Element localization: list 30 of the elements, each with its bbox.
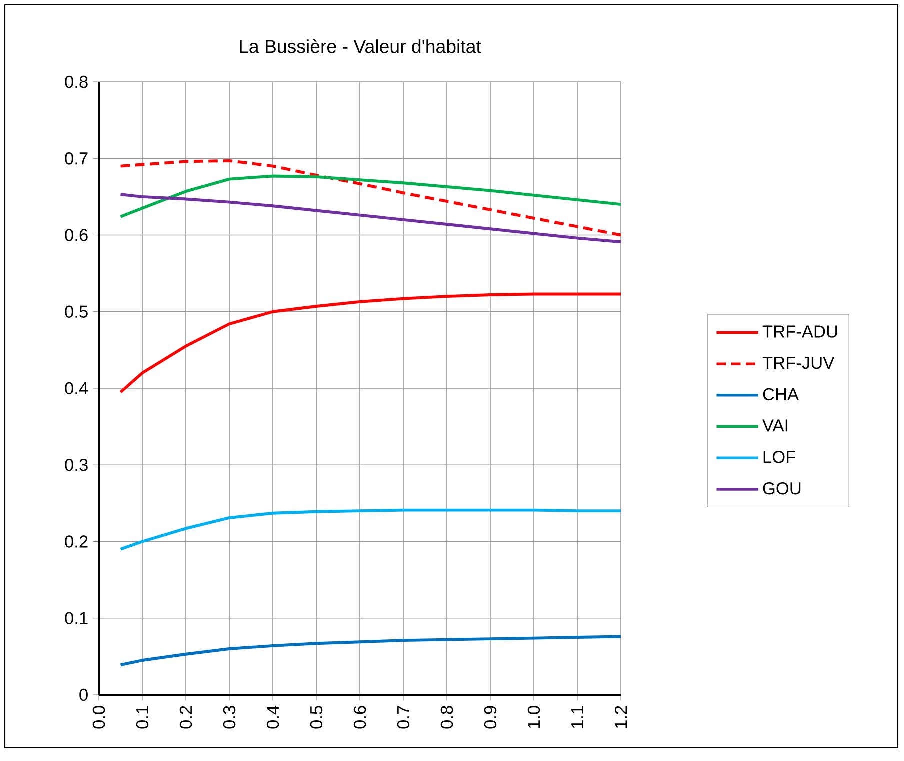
- y-tick-label: 0.7: [65, 152, 88, 165]
- y-tick-label: 0.2: [65, 536, 88, 548]
- legend-label: VAI: [762, 420, 788, 432]
- x-tick-label: 0.3: [223, 706, 236, 729]
- y-tick-label: 0.4: [65, 382, 88, 395]
- x-tick-label: 0.7: [397, 706, 410, 729]
- x-tick-label: 0.8: [440, 706, 454, 729]
- legend-label: GOU: [763, 482, 801, 495]
- x-tick-label: 0.9: [484, 706, 497, 729]
- x-tick-label: 0.6: [354, 706, 366, 729]
- y-tick-label: 0.8: [65, 76, 88, 88]
- chart-title: La Bussière - Valeur d'habitat: [240, 39, 482, 54]
- y-tick-label: 0: [80, 688, 88, 702]
- legend-label: TRF-ADU: [762, 326, 838, 338]
- y-tick-label: 0.6: [65, 229, 88, 242]
- x-tick-label: 1.1: [572, 706, 584, 728]
- x-tick-label: 1.2: [614, 706, 628, 728]
- x-tick-label: 0.5: [310, 706, 323, 729]
- legend-label: TRF-JUV: [762, 357, 835, 370]
- x-tick-label: 1.0: [528, 706, 540, 728]
- line-series: [119, 635, 621, 667]
- y-tick-label: 0.3: [65, 458, 88, 472]
- x-tick-label: 0.0: [92, 706, 106, 729]
- legend-label: LOF: [764, 451, 796, 464]
- x-tick-label: 0.1: [136, 706, 149, 729]
- legend-label: CHA: [763, 388, 800, 401]
- x-tick-label: 0.2: [180, 706, 192, 729]
- y-tick-label: 0.1: [65, 612, 88, 624]
- y-tick-label: 0.5: [65, 306, 88, 318]
- x-tick-label: 0.4: [266, 706, 280, 729]
